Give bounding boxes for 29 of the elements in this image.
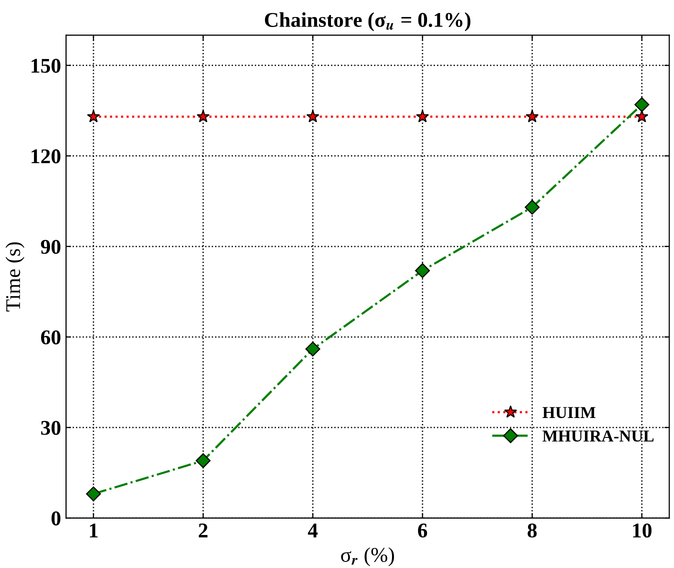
y-tick-label: 30 <box>41 420 60 435</box>
point <box>196 110 210 122</box>
point <box>305 342 320 356</box>
point <box>86 110 100 122</box>
point <box>524 200 540 215</box>
y-axis-title: Time (s) <box>5 242 24 312</box>
y-tick-label: 0 <box>52 511 60 526</box>
x-tick-label: 4 <box>308 524 318 538</box>
point <box>196 453 211 468</box>
x-axis-title: σ$_{r}$ (%) <box>341 547 394 566</box>
x-tick-label: 6 <box>418 524 428 538</box>
x-tick-label: 10 <box>633 523 652 538</box>
chart-title: Chainstore (σ$_{u}$ = 0.1%) <box>264 12 470 32</box>
point <box>635 110 648 122</box>
x-tick-label: 1 <box>90 524 98 538</box>
x-tick-label: 8 <box>528 523 537 538</box>
point <box>526 110 539 122</box>
point <box>634 97 650 112</box>
legend-label: HUIIM <box>542 407 596 418</box>
point <box>416 110 430 122</box>
point <box>415 263 430 278</box>
legend-label: MHUIRA-NUL <box>542 430 654 442</box>
y-tick-label: 120 <box>32 149 60 164</box>
y-tick-label: 90 <box>40 240 60 254</box>
y-tick-label: 60 <box>41 330 60 344</box>
point <box>306 110 320 122</box>
x-tick-label: 2 <box>198 524 208 538</box>
point <box>86 486 101 502</box>
y-tick-label: 150 <box>32 58 60 73</box>
